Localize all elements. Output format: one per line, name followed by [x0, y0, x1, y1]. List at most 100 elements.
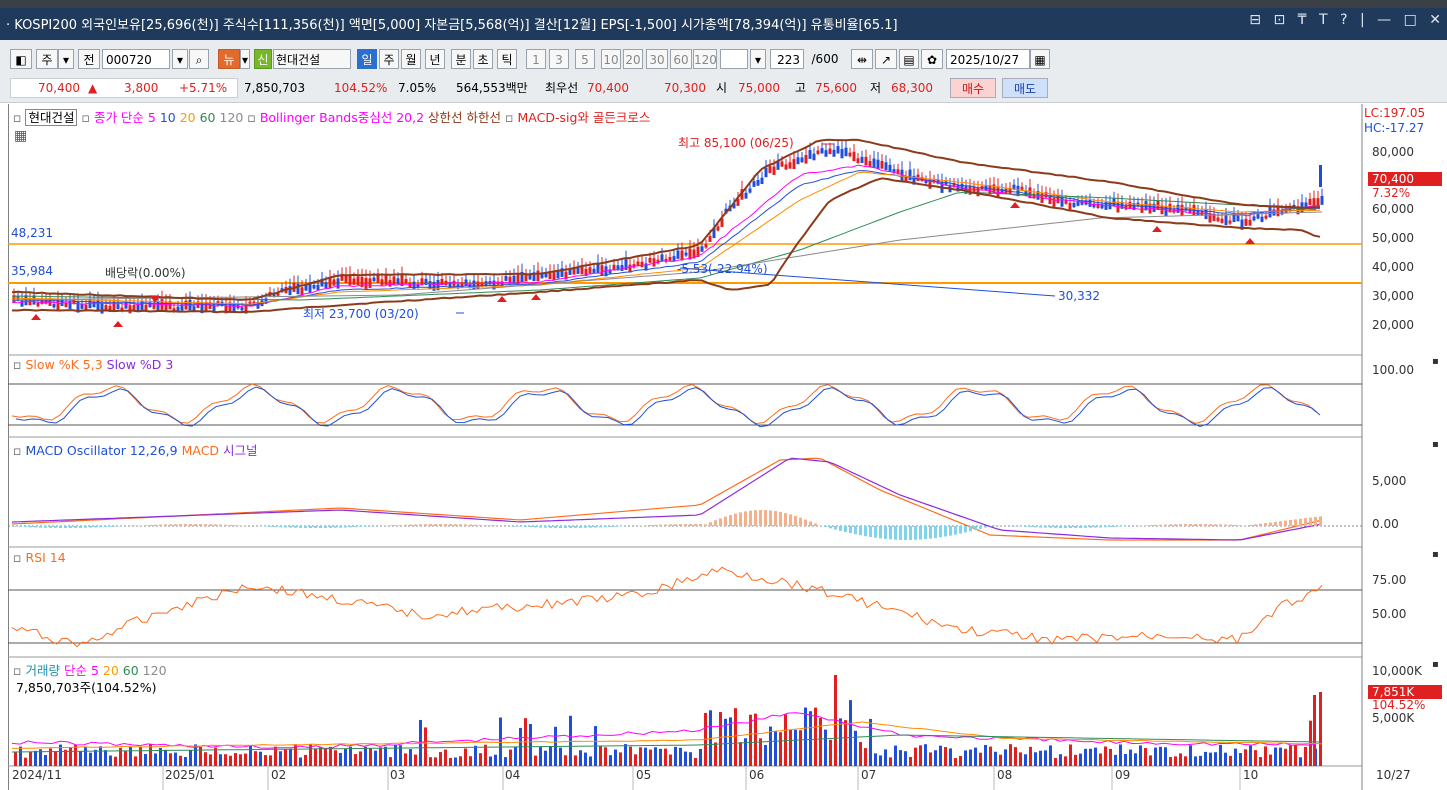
- help-icon[interactable]: ?: [1340, 12, 1348, 28]
- legend-bb[interactable]: Bollinger Bands중심선 20,2: [259, 110, 425, 125]
- maximize-icon[interactable]: □: [1403, 12, 1417, 28]
- interval-10[interactable]: 10: [601, 49, 621, 69]
- volume-legend: ▫ 거래량 단순 5 20 60 120: [13, 660, 167, 679]
- interval-3[interactable]: 3: [549, 49, 569, 69]
- legend-macd[interactable]: MACD: [181, 443, 220, 458]
- scope-button[interactable]: 전: [78, 49, 100, 69]
- legend-macd-sig[interactable]: MACD-sig와 골든크로스: [517, 110, 651, 125]
- legend-square-icon: ▫: [13, 663, 22, 678]
- table-icon[interactable]: ▦: [14, 128, 28, 144]
- restore-icon[interactable]: ⊡: [1273, 12, 1286, 28]
- period-year-tab[interactable]: 년: [425, 49, 445, 69]
- buy-button[interactable]: 매수: [950, 78, 996, 98]
- interval-20[interactable]: 20: [623, 49, 643, 69]
- search-icon[interactable]: ⌕: [189, 49, 209, 69]
- legend-slow-d[interactable]: Slow %D 3: [106, 357, 174, 372]
- legend-ma60[interactable]: 60: [199, 110, 216, 125]
- period-minute-tab[interactable]: 분: [451, 49, 471, 69]
- current-price: 70,400: [38, 81, 80, 95]
- save-icon[interactable]: ▤: [899, 49, 919, 69]
- period-week-tab[interactable]: 주: [379, 49, 399, 69]
- font-icon[interactable]: T: [1319, 12, 1328, 28]
- pin-icon[interactable]: ₸: [1297, 12, 1307, 28]
- chevron-down-icon[interactable]: ▾: [750, 49, 766, 69]
- legend-slow-k[interactable]: Slow %K 5,3: [25, 357, 103, 372]
- period-second-tab[interactable]: 초: [473, 49, 493, 69]
- minimize-icon[interactable]: —: [1377, 12, 1392, 28]
- current-price-pct: 7.32%: [1372, 186, 1411, 200]
- volume-badge-pct: 104.52%: [1372, 698, 1426, 712]
- window-title-bar: · KOSPI200 외국인보유[25,696(천)] 주식수[111,356(…: [0, 0, 1447, 40]
- stock-info-title: · KOSPI200 외국인보유[25,696(천)] 주식수[111,356(…: [6, 18, 898, 33]
- legend-square-icon: ▫: [13, 357, 22, 372]
- rsi-tick: 75.00: [1372, 573, 1407, 587]
- new-listing-badge[interactable]: 신: [254, 49, 272, 69]
- legend-bb-upper[interactable]: 상한선: [428, 110, 463, 125]
- interval-30[interactable]: 30: [646, 49, 668, 69]
- interval-120[interactable]: 120: [693, 49, 717, 69]
- stock-code-input[interactable]: 000720: [102, 49, 170, 69]
- legend-ma20[interactable]: 20: [179, 110, 196, 125]
- legend-vol-ma120[interactable]: 120: [142, 663, 167, 678]
- legend-stock-name[interactable]: 현대건설: [25, 109, 78, 126]
- legend-volume[interactable]: 거래량: [25, 663, 60, 678]
- period-day-tab[interactable]: 일: [357, 49, 377, 69]
- legend-ma120[interactable]: 120: [219, 110, 244, 125]
- panel-close-icon[interactable]: ▪: [1432, 356, 1439, 367]
- legend-signal[interactable]: 시그널: [223, 443, 258, 458]
- layout-icon[interactable]: ⊟: [1249, 12, 1262, 28]
- x-axis-label: 02: [271, 768, 287, 782]
- chevron-down-icon[interactable]: ▾: [240, 49, 250, 69]
- rsi-tick: 50.00: [1372, 607, 1407, 621]
- legend-square-icon: ▫: [247, 110, 256, 125]
- chevron-down-icon[interactable]: ▾: [58, 49, 74, 69]
- rsi-legend: ▫ RSI 14: [13, 550, 66, 565]
- legend-square-icon: ▫: [13, 550, 22, 565]
- volume-value: 7,850,703: [244, 81, 306, 95]
- interval-60[interactable]: 60: [670, 49, 692, 69]
- period-month-tab[interactable]: 월: [401, 49, 421, 69]
- interval-1[interactable]: 1: [526, 49, 546, 69]
- best-quote-label: 최우선: [545, 81, 579, 95]
- close-icon[interactable]: ✕: [1429, 12, 1441, 28]
- volume-ratio: 104.52%: [334, 81, 388, 95]
- x-axis-label: 2025/01: [165, 768, 215, 782]
- x-axis-label: 06: [749, 768, 765, 782]
- date-input[interactable]: 2025/10/27: [946, 49, 1030, 69]
- draw-tool-icon[interactable]: ↗: [875, 49, 897, 69]
- open-price: 75,000: [738, 81, 780, 95]
- macd-tick: 0.00: [1372, 517, 1399, 531]
- legend-bb-lower[interactable]: 하한선: [466, 110, 502, 125]
- sell-button[interactable]: 매도: [1002, 78, 1048, 98]
- dividend-annotation: 배당락(0.00%): [105, 266, 186, 280]
- price-change-box: [10, 78, 238, 98]
- data-count-input[interactable]: 223: [770, 49, 804, 69]
- type-select[interactable]: 주: [36, 49, 58, 69]
- zoom-icon[interactable]: ⇹: [851, 49, 873, 69]
- legend-rsi[interactable]: RSI 14: [25, 550, 66, 565]
- panel-close-icon[interactable]: ▪: [1432, 659, 1439, 670]
- gear-icon[interactable]: ✿: [921, 49, 943, 69]
- legend-square-icon: ▫: [13, 443, 22, 458]
- panel-close-icon[interactable]: ▪: [1432, 549, 1439, 560]
- legend-vol-ma5[interactable]: 단순 5: [63, 663, 99, 678]
- interval-5[interactable]: 5: [575, 49, 595, 69]
- legend-vol-ma20[interactable]: 20: [102, 663, 119, 678]
- volume-tick: 5,000K: [1372, 711, 1415, 725]
- level-48231-label: 48,231: [11, 226, 53, 240]
- legend-vol-ma60[interactable]: 60: [122, 663, 139, 678]
- calendar-icon[interactable]: ▦: [1030, 49, 1050, 69]
- panel-close-icon[interactable]: ▪: [1432, 439, 1439, 450]
- grid-toggle-icon[interactable]: ◧: [10, 49, 32, 69]
- x-axis-label: 08: [997, 768, 1013, 782]
- volume-badge: 7,851K: [1368, 685, 1442, 699]
- interval-custom-input[interactable]: [720, 49, 748, 69]
- price-legend: ▫ 현대건설 ▫ 종가 단순 5 10 20 60 120 ▫ Bollinge…: [13, 107, 650, 126]
- chevron-down-icon[interactable]: ▾: [172, 49, 188, 69]
- legend-ma5[interactable]: 종가 단순 5: [93, 110, 156, 125]
- x-axis-label: 2024/11: [12, 768, 62, 782]
- legend-macd-osc[interactable]: MACD Oscillator 12,26,9: [25, 443, 178, 458]
- news-button[interactable]: 뉴: [218, 49, 240, 69]
- legend-ma10[interactable]: 10: [159, 110, 176, 125]
- period-tick-tab[interactable]: 틱: [497, 49, 517, 69]
